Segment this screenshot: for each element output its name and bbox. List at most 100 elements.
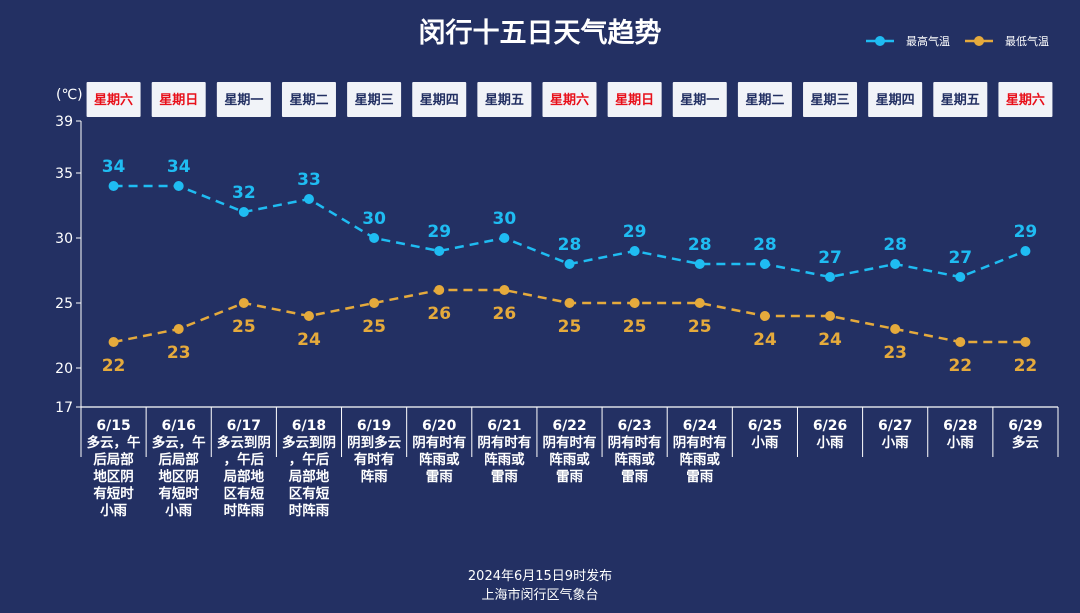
weekday-label: 星期日 (159, 93, 198, 108)
low-temp-point (108, 337, 119, 347)
high-temp-label: 32 (232, 183, 256, 203)
high-temp-label: 33 (297, 170, 321, 190)
weather-desc-line: 区有短 (289, 485, 330, 502)
low-temp-point (369, 298, 380, 308)
weather-desc-line: 阴有时有 (543, 434, 597, 451)
weekday-box (281, 82, 336, 117)
date-label: 6/28 (943, 418, 977, 434)
weather-desc-line: 后局部 (158, 451, 199, 468)
low-temp-point (173, 324, 184, 334)
low-temp-point (303, 311, 314, 321)
high-temp-point (759, 259, 770, 269)
weather-desc-line: 多云，午 (152, 434, 206, 451)
weekday-label: 星期三 (355, 93, 394, 108)
date-label: 6/29 (1008, 418, 1042, 434)
high-temp-point (1020, 246, 1031, 256)
high-temp-point (694, 259, 705, 269)
weather-desc-line: 小雨 (751, 435, 779, 451)
y-tick-label: 17 (55, 400, 73, 416)
weekday-label: 星期二 (745, 93, 784, 108)
weather-desc-line: 阵雨或 (484, 451, 525, 468)
low-temp-point (890, 324, 901, 334)
low-temp-label: 25 (558, 317, 582, 337)
weekday-box (803, 82, 858, 117)
weekday-box (737, 82, 792, 117)
low-temp-label: 26 (427, 304, 451, 324)
y-axis: 17 20 25 30 35 39 (55, 114, 82, 416)
low-temp-point (955, 337, 966, 347)
high-temp-label: 29 (1014, 222, 1038, 242)
low-temp-label: 24 (297, 330, 321, 350)
weekday-label: 星期一 (680, 93, 719, 108)
weather-desc-line: 局部地 (224, 468, 265, 485)
low-temp-label: 22 (102, 356, 126, 376)
low-temp-point (825, 311, 836, 321)
high-temp-point (825, 272, 836, 282)
high-temp-point (955, 272, 966, 282)
y-axis-unit: (℃) (56, 87, 83, 103)
low-temp-label: 26 (493, 304, 517, 324)
weather-desc-line: 区有短 (224, 485, 265, 502)
high-temp-label: 29 (623, 222, 647, 242)
weekday-box (933, 82, 988, 117)
date-label: 6/25 (748, 418, 782, 434)
high-temp-point (303, 194, 314, 204)
legend-marker-0 (875, 36, 885, 46)
date-label: 6/16 (162, 418, 196, 434)
y-tick-label: 35 (55, 166, 73, 182)
low-temp-point (238, 298, 249, 308)
high-temp-point (434, 246, 445, 256)
weather-desc-line: 地区阴 (158, 468, 199, 485)
date-label: 6/24 (683, 418, 718, 434)
weather-desc-line: 有短时 (158, 485, 199, 502)
weekday-label: 星期五 (941, 93, 980, 108)
high-temp-label: 28 (558, 235, 582, 255)
high-temp-point (173, 181, 184, 191)
weather-desc-line: 多云 (1012, 434, 1040, 451)
weekday-label: 星期一 (224, 93, 263, 108)
high-temp-label: 27 (818, 248, 842, 268)
date-label: 6/20 (422, 418, 457, 434)
date-label: 6/23 (617, 418, 651, 434)
date-label: 6/19 (357, 418, 391, 434)
weekday-label: 星期四 (876, 93, 915, 108)
low-temp-label: 24 (753, 330, 777, 350)
weather-desc-line: 多云到阴 (217, 434, 271, 451)
low-temp-point (1020, 337, 1031, 347)
legend-label-1: 最低气温 (1005, 34, 1049, 48)
high-temp-point (629, 246, 640, 256)
weather-desc-line: 多云到阴 (282, 434, 336, 451)
date-label: 6/27 (878, 418, 912, 434)
low-temp-label: 25 (362, 317, 386, 337)
weather-desc-line: ，午后 (224, 451, 265, 468)
high-temp-point (499, 233, 510, 243)
y-tick-label: 25 (55, 296, 73, 312)
low-temp-label: 24 (818, 330, 842, 350)
weekday-box (412, 82, 467, 117)
weather-desc-line: 小雨 (947, 435, 974, 451)
weather-desc-line: 时阵雨 (224, 502, 265, 519)
high-temp-label: 30 (362, 209, 386, 229)
weather-desc-line: 局部地 (289, 468, 330, 485)
low-temp-label: 22 (1014, 356, 1038, 376)
weather-desc-line: 阴有时有 (673, 434, 727, 451)
legend: 最高气温 最低气温 (866, 34, 1049, 48)
date-label: 6/18 (292, 418, 326, 434)
date-label: 6/21 (487, 418, 521, 434)
high-temp-label: 27 (948, 248, 972, 268)
high-temp-label: 28 (883, 235, 907, 255)
weekday-box (542, 82, 597, 117)
weekday-label: 星期六 (94, 92, 133, 108)
weekday-label: 星期六 (1006, 92, 1045, 108)
weather-desc-line: 雷雨 (686, 468, 713, 485)
weekday-box (86, 82, 141, 117)
weekday-label: 星期五 (485, 93, 524, 108)
weather-desc-line: 地区阴 (93, 468, 134, 485)
x-axis (80, 406, 1059, 457)
low-temp-label: 23 (883, 343, 907, 363)
weather-desc-line: ，午后 (289, 451, 330, 468)
y-tick-label: 30 (55, 231, 73, 247)
low-temp-point (564, 298, 575, 308)
high-temp-label: 28 (688, 235, 712, 255)
